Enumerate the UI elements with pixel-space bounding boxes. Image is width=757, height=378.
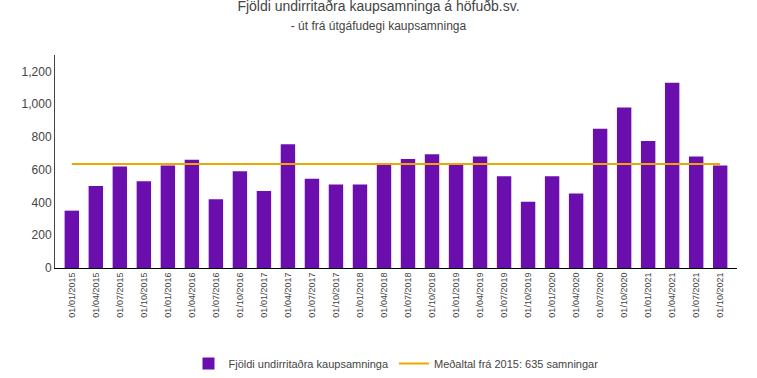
svg-text:600: 600: [32, 163, 52, 177]
svg-text:01/07/2019: 01/07/2019: [499, 273, 509, 318]
svg-text:01/01/2020: 01/01/2020: [547, 273, 557, 318]
svg-text:01/10/2016: 01/10/2016: [235, 273, 245, 318]
svg-text:01/01/2021: 01/01/2021: [643, 273, 653, 318]
svg-text:01/07/2016: 01/07/2016: [211, 273, 221, 318]
svg-text:0: 0: [45, 261, 52, 275]
svg-text:01/10/2021: 01/10/2021: [715, 273, 725, 318]
svg-text:01/07/2018: 01/07/2018: [403, 273, 413, 318]
svg-text:400: 400: [32, 196, 52, 210]
svg-text:01/04/2021: 01/04/2021: [667, 273, 677, 318]
svg-text:01/04/2018: 01/04/2018: [379, 273, 389, 318]
svg-text:01/04/2020: 01/04/2020: [571, 273, 581, 318]
svg-text:01/10/2015: 01/10/2015: [139, 273, 149, 318]
svg-text:01/10/2020: 01/10/2020: [619, 273, 629, 318]
svg-text:01/01/2015: 01/01/2015: [67, 273, 77, 318]
svg-text:Meðaltal frá 2015: 635 samning: Meðaltal frá 2015: 635 samningar: [434, 358, 598, 370]
svg-text:01/07/2015: 01/07/2015: [115, 273, 125, 318]
svg-text:01/07/2021: 01/07/2021: [691, 273, 701, 318]
svg-text:01/04/2017: 01/04/2017: [283, 273, 293, 318]
svg-text:01/10/2018: 01/10/2018: [427, 273, 437, 318]
svg-text:Fjöldi undirritaðra kaupsamnin: Fjöldi undirritaðra kaupsamninga á höfuð…: [237, 0, 519, 33]
svg-text:01/01/2019: 01/01/2019: [451, 273, 461, 318]
svg-text:01/04/2016: 01/04/2016: [187, 273, 197, 318]
svg-text:01/07/2020: 01/07/2020: [595, 273, 605, 318]
svg-text:01/10/2019: 01/10/2019: [523, 273, 533, 318]
svg-text:01/10/2017: 01/10/2017: [331, 273, 341, 318]
svg-text:01/07/2017: 01/07/2017: [307, 273, 317, 318]
svg-text:800: 800: [32, 130, 52, 144]
svg-text:1,000: 1,000: [22, 97, 52, 111]
svg-text:01/04/2019: 01/04/2019: [475, 273, 485, 318]
svg-text:01/01/2016: 01/01/2016: [163, 273, 173, 318]
svg-text:01/01/2018: 01/01/2018: [355, 273, 365, 318]
svg-text:1,200: 1,200: [22, 65, 52, 79]
svg-text:01/01/2017: 01/01/2017: [259, 273, 269, 318]
svg-text:200: 200: [32, 228, 52, 242]
svg-text:01/04/2015: 01/04/2015: [91, 273, 101, 318]
svg-text:Fjöldi undirritaðra kaupsamnin: Fjöldi undirritaðra kaupsamninga: [229, 358, 389, 370]
